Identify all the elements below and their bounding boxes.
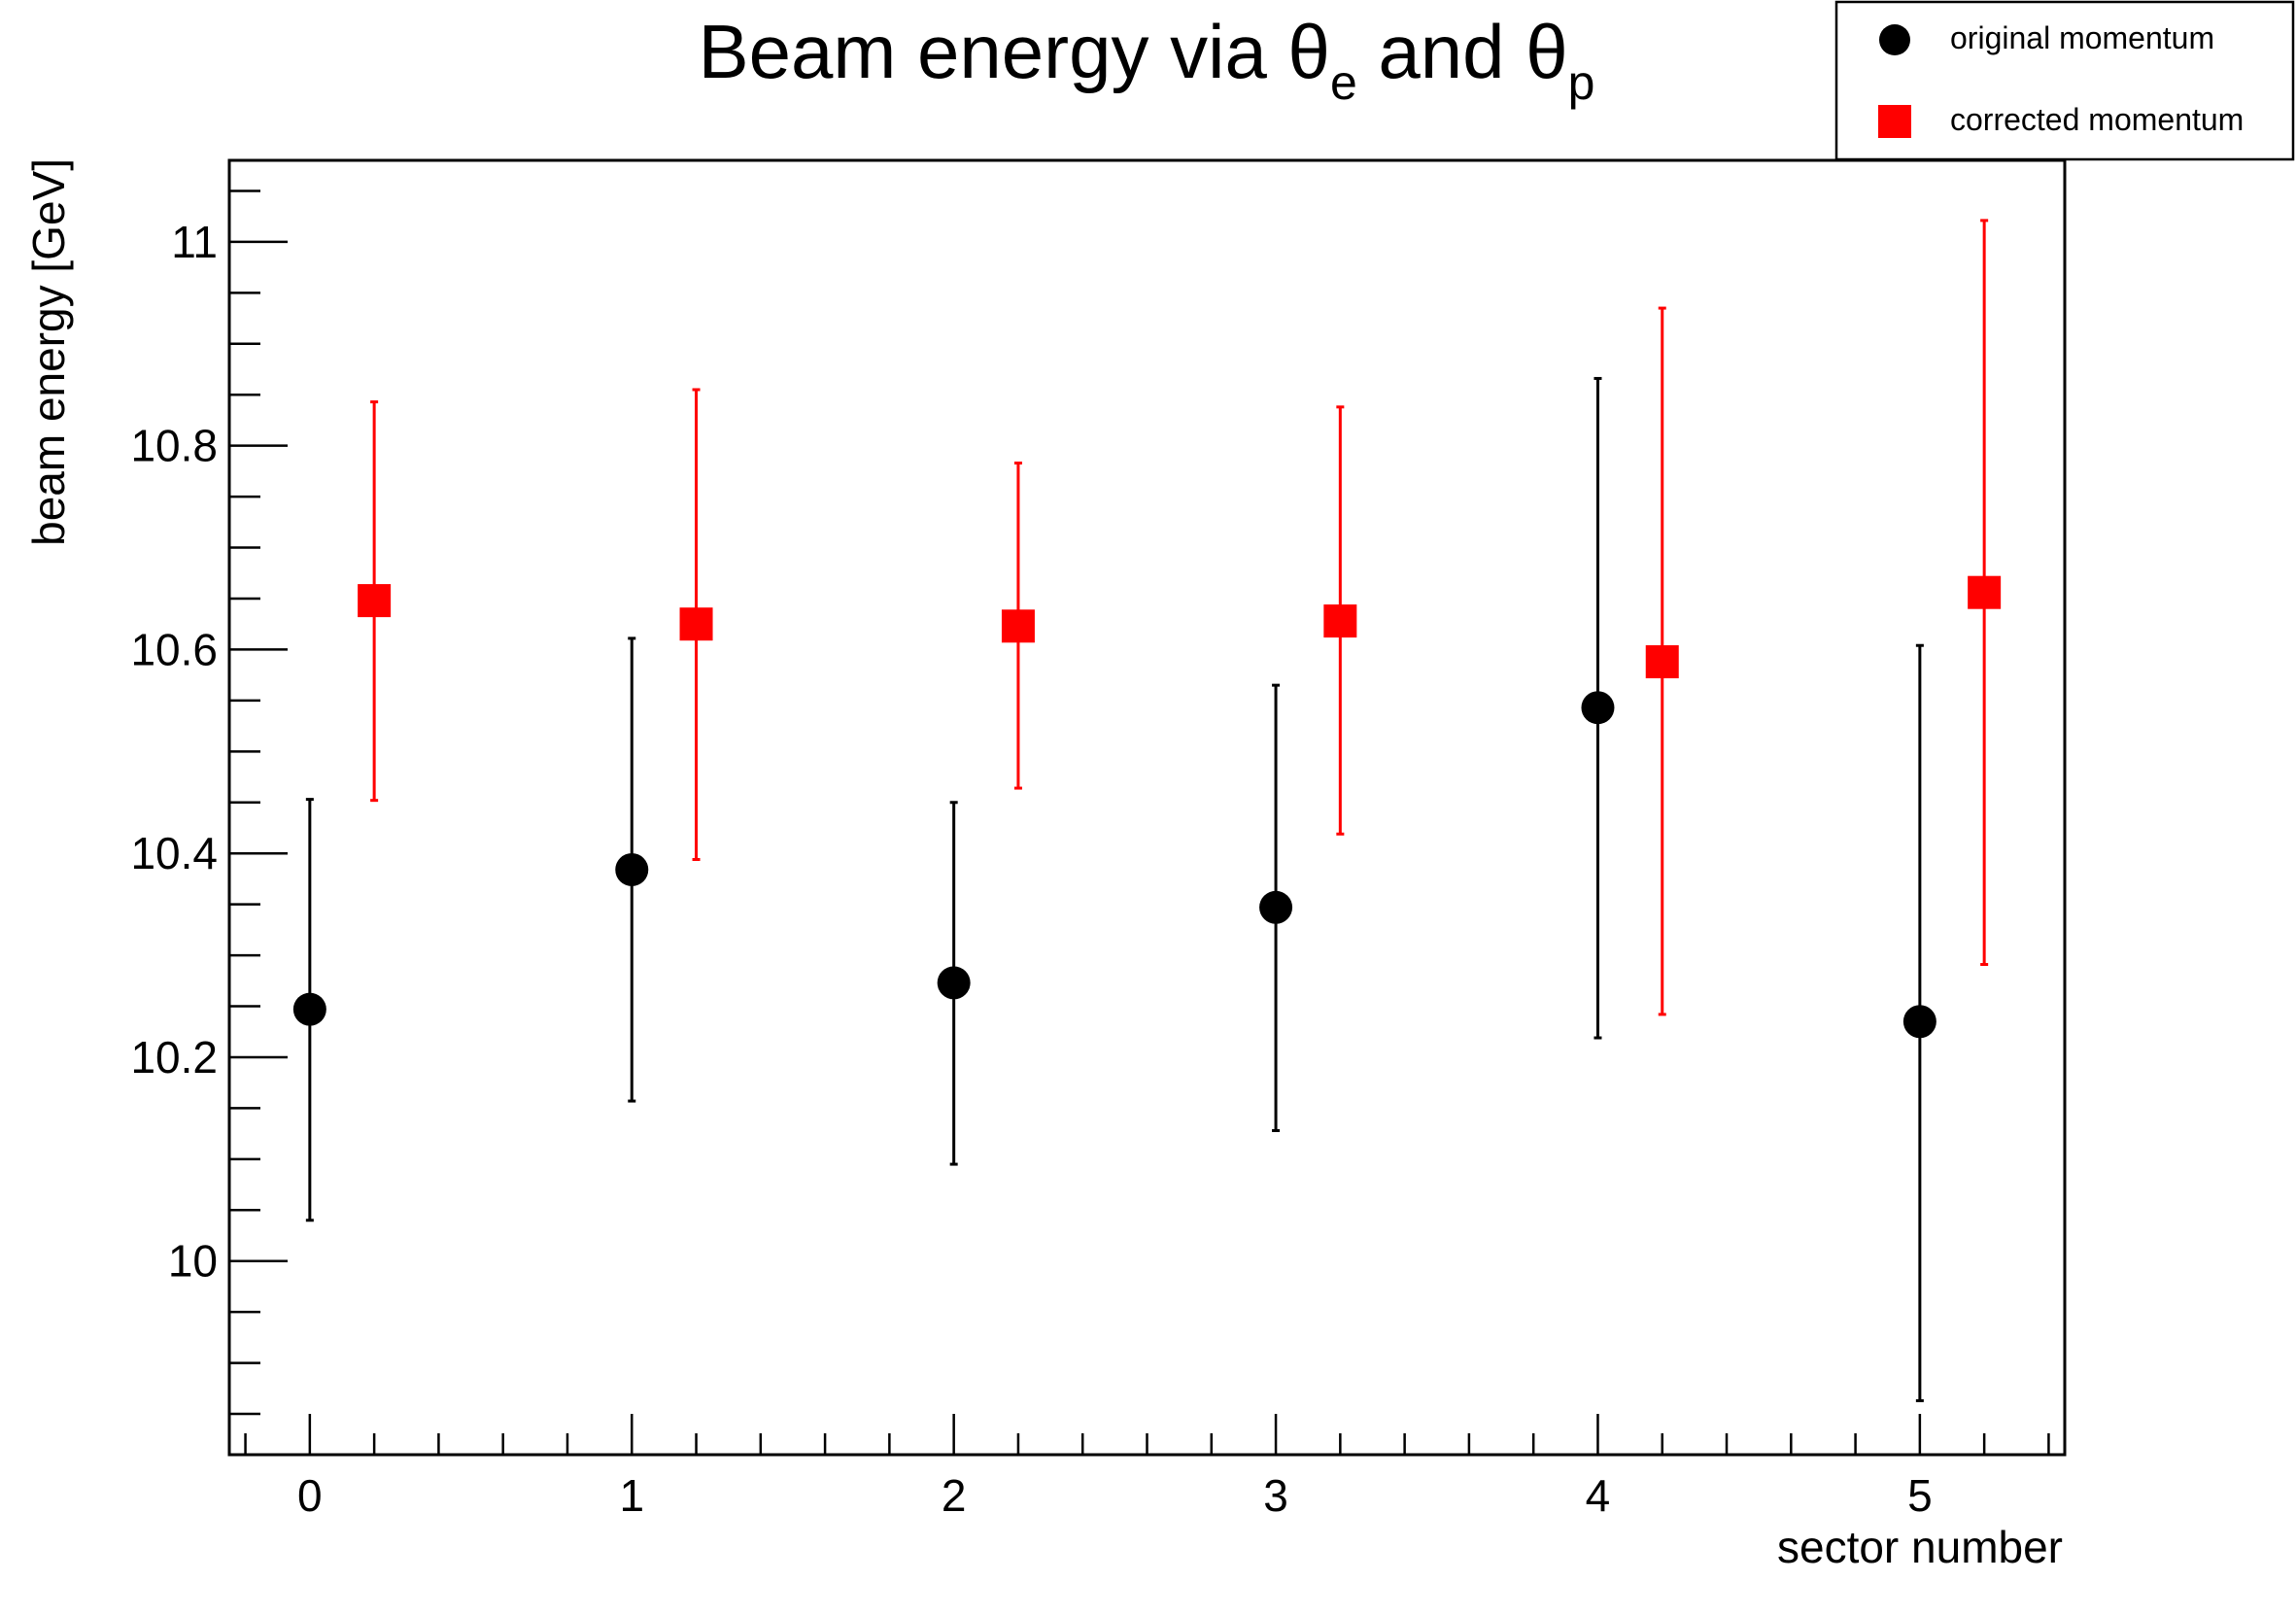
chart-title-middle: and — [1357, 9, 1525, 94]
y-axis-label: beam energy [GeV] — [23, 158, 74, 546]
x-tick-label: 4 — [1586, 1470, 1611, 1521]
x-tick-label: 5 — [1907, 1470, 1933, 1521]
y-tick-label: 10.4 — [130, 828, 218, 878]
legend-label-corrected: corrected momentum — [1950, 102, 2244, 137]
y-tick-label: 11 — [171, 217, 218, 267]
data-point-corrected — [1968, 575, 2002, 609]
error-bars — [305, 219, 1989, 1402]
chart-title-theta-p: θ — [1525, 9, 1567, 94]
data-point-original — [1259, 890, 1293, 924]
data-point-corrected — [1001, 609, 1035, 643]
plot-frame — [227, 158, 2067, 1457]
legend-box — [1834, 0, 2295, 161]
chart-title: Beam energy via θe and θp — [699, 9, 1595, 110]
y-tick-label: 10.2 — [130, 1032, 218, 1083]
data-point-original — [615, 852, 649, 886]
data-point-original — [1902, 1005, 1936, 1039]
legend-marker-corrected — [1878, 105, 1911, 138]
data-point-corrected — [1323, 604, 1357, 638]
legend: original momentum corrected momentum — [1834, 0, 2295, 161]
chart-title-prefix: Beam energy via — [699, 9, 1288, 94]
x-axis-label: sector number — [1777, 1522, 2063, 1572]
tick-labels: 0 1 2 3 4 5 10 10.2 10.4 10.6 10.8 11 — [130, 217, 1932, 1521]
data-markers — [292, 575, 2002, 1039]
data-point-corrected — [1645, 645, 1679, 679]
legend-label-original: original momentum — [1950, 20, 2214, 55]
y-tick-label: 10 — [168, 1236, 218, 1287]
data-point-original — [1581, 691, 1615, 725]
x-tick-label: 1 — [619, 1470, 644, 1521]
y-tick-label: 10.6 — [130, 624, 218, 674]
x-tick-label: 3 — [1263, 1470, 1288, 1521]
axis-ticks — [229, 189, 2050, 1455]
x-tick-label: 0 — [297, 1470, 323, 1521]
legend-marker-original — [1879, 24, 1910, 55]
x-tick-label: 2 — [942, 1470, 967, 1521]
y-tick-label: 10.8 — [130, 421, 218, 471]
data-point-original — [292, 992, 326, 1026]
data-point-corrected — [679, 607, 713, 641]
chart-title-sub-p: p — [1568, 55, 1595, 110]
data-point-corrected — [358, 584, 392, 618]
chart-title-theta-e: θ — [1288, 9, 1330, 94]
chart-title-sub-e: e — [1330, 55, 1357, 110]
data-point-original — [937, 966, 971, 1000]
